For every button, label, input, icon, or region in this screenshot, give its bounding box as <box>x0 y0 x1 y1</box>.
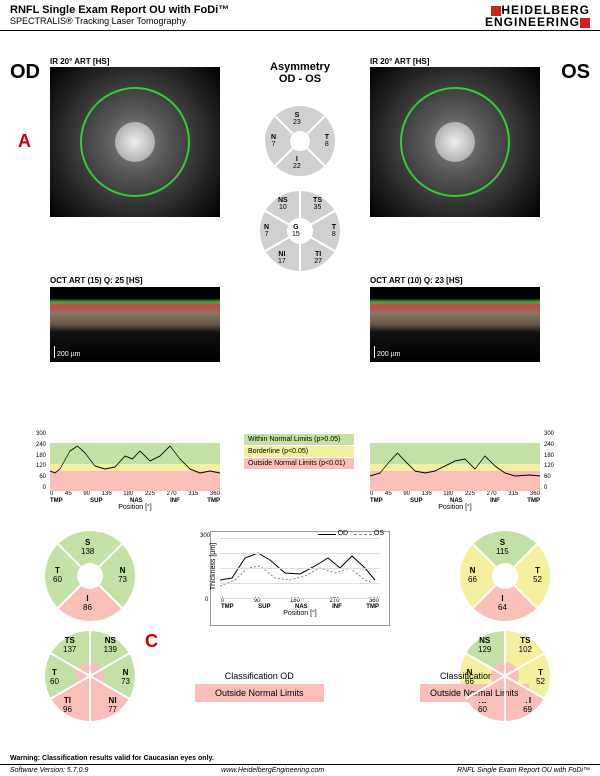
ir-os-label: IR 20° ART [HS] <box>370 57 429 66</box>
ir-od-label: IR 20° ART [HS] <box>50 57 109 66</box>
classification-od: Classification OD Outside Normal Limits <box>195 671 324 702</box>
section-a: A <box>18 131 31 152</box>
report-subtitle: SPECTRALIS® Tracking Laser Tomography <box>10 16 229 26</box>
legend-outside: Outside Normal Limits (p<0.01) <box>244 458 354 469</box>
legend-borderline: Borderline (p<0.05) <box>244 446 354 457</box>
warning-text: Warning: Classification results valid fo… <box>10 755 214 762</box>
fundus-os <box>370 67 540 217</box>
footer-url: www.HeidelbergEngineering.com <box>221 767 324 774</box>
od-label: OD <box>10 61 40 84</box>
legend-normal: Within Normal Limits (p>0.05) <box>244 434 354 445</box>
oct-os: 200 µm <box>370 287 540 362</box>
od-pie-6sector: TS137 NS139 T60 G89 N73 TI96 NI77 <box>45 631 135 721</box>
content: OD OS A B C IR 20° ART [HS] IR 20° ART [… <box>0 31 600 751</box>
software-version: Software Version: 5.7.0.9 <box>10 767 88 774</box>
thickness-chart-od: 300240180120600 04590135180225270315360 … <box>50 431 220 511</box>
section-c: C <box>145 631 158 652</box>
title-block: RNFL Single Exam Report OU with FoDi™ SP… <box>10 4 229 26</box>
os-pie-4sector: S115 N66 T52 I64 <box>460 531 550 621</box>
oct-od-label: OCT ART (15) Q: 25 [HS] <box>50 276 143 285</box>
fundus-od <box>50 67 220 217</box>
oct-od: 200 µm <box>50 287 220 362</box>
asym-pie-6sector: NS10 TS35 N7 G15 T8 NI17 TI27 <box>260 191 340 271</box>
asym-pie-4sector: S23 N7 T8 I22 <box>265 106 335 176</box>
thickness-chart-os: 300240180120600 04590135180225270315360 … <box>370 431 540 511</box>
os-pie-6sector: NS129 TS102 N66 G74 T52 NI60 TI69 <box>460 631 550 721</box>
combined-thickness-chart: OD OS 300 0 Thickness [µm] 090180270360 … <box>210 531 390 626</box>
company-logo: HEIDELBERG ENGINEERING <box>485 4 590 28</box>
report-title: RNFL Single Exam Report OU with FoDi™ <box>10 4 229 16</box>
report-header: RNFL Single Exam Report OU with FoDi™ SP… <box>0 0 600 31</box>
oct-os-label: OCT ART (10) Q: 23 [HS] <box>370 276 463 285</box>
os-label: OS <box>561 61 590 84</box>
thickness-legend: Within Normal Limits (p>0.05) Borderline… <box>244 433 354 470</box>
asym-title: AsymmetryOD - OS <box>240 61 360 85</box>
od-pie-4sector: S138 T60 N73 I86 <box>45 531 135 621</box>
footer: Software Version: 5.7.0.9 www.Heidelberg… <box>0 764 600 776</box>
footer-doc: RNFL Single Exam Report OU with FoDi™ <box>457 767 590 774</box>
